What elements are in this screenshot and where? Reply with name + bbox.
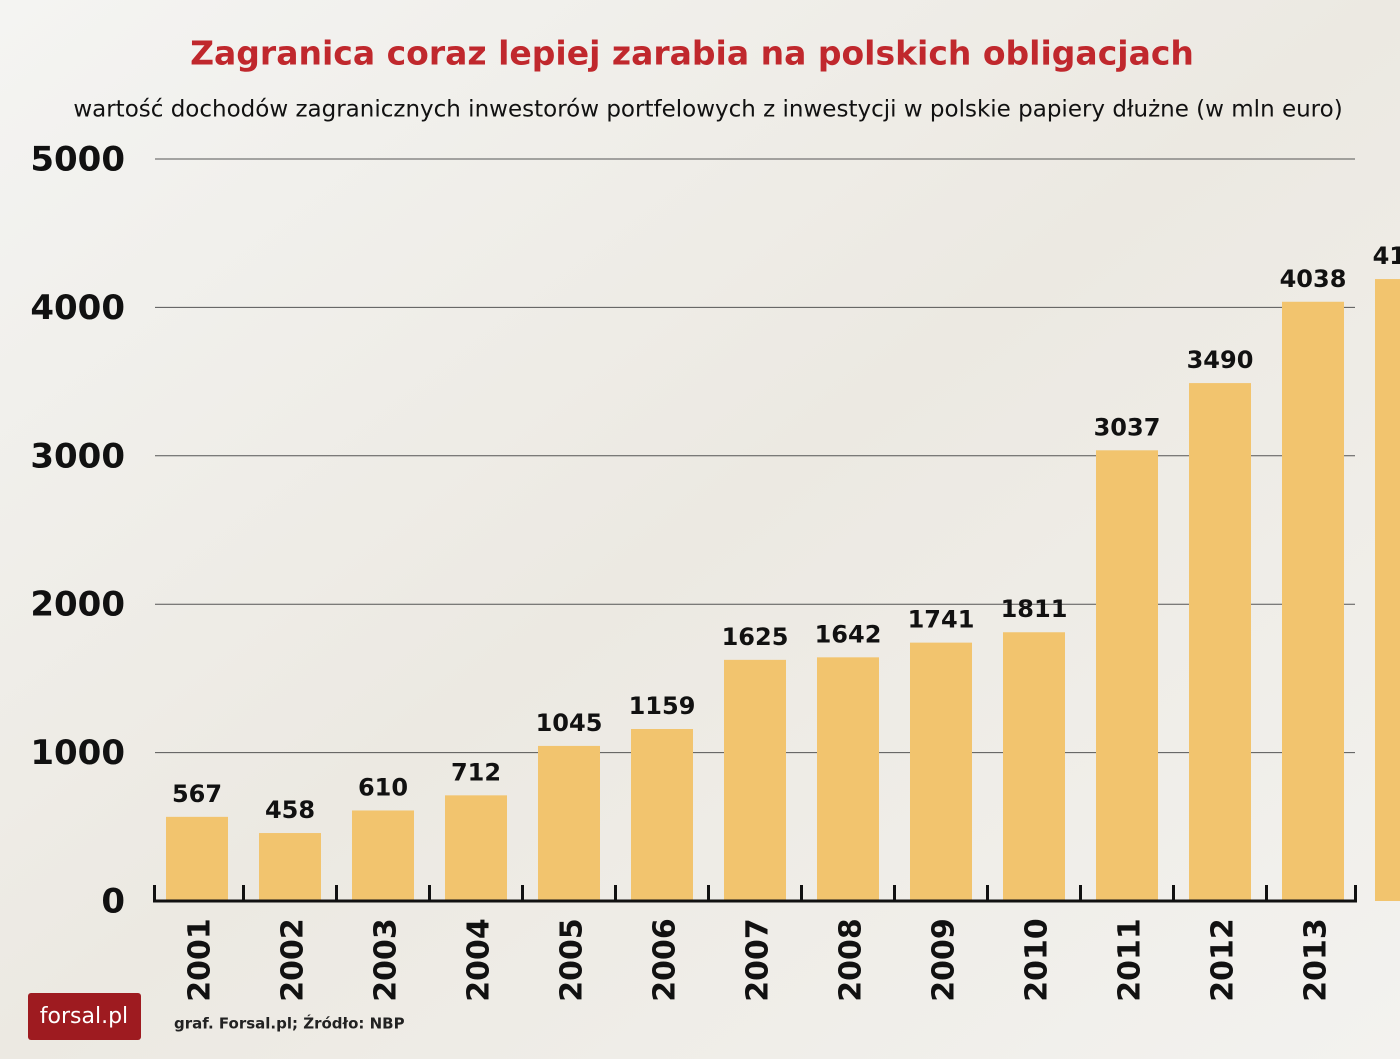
y-tick-label: 0 xyxy=(101,882,125,922)
y-tick-label: 1000 xyxy=(30,733,125,773)
x-tick-label: 2009 xyxy=(927,918,962,1002)
value-label: 712 xyxy=(451,758,501,786)
x-tick-label: 2008 xyxy=(834,918,869,1002)
bar xyxy=(1003,632,1065,901)
y-tick-label: 5000 xyxy=(30,140,125,180)
value-label: 1045 xyxy=(536,709,603,737)
value-label: 1741 xyxy=(908,606,975,634)
chart-title: Zagranica coraz lepiej zarabia na polski… xyxy=(190,34,1194,73)
x-tick-label: 2011 xyxy=(1113,918,1148,1002)
x-tick-label: 2003 xyxy=(369,918,404,1002)
logo: forsal.pl xyxy=(40,1004,128,1029)
x-tick-label: 2004 xyxy=(462,918,497,1002)
value-label: 567 xyxy=(172,780,222,808)
logo-box xyxy=(28,993,141,1040)
x-tick-label: 2002 xyxy=(276,918,311,1002)
bar xyxy=(817,657,879,901)
x-tick-label: 2006 xyxy=(648,918,683,1002)
value-label: 610 xyxy=(358,773,408,801)
bar xyxy=(631,729,693,901)
bar xyxy=(1096,450,1158,901)
value-label: 1625 xyxy=(722,623,789,651)
value-label: 1811 xyxy=(1001,595,1068,623)
bar xyxy=(1189,383,1251,902)
bar xyxy=(1375,279,1400,901)
x-tick-label: 2010 xyxy=(1020,918,1055,1002)
bar xyxy=(259,833,321,901)
bar xyxy=(724,659,786,901)
y-tick-label: 4000 xyxy=(30,288,125,328)
x-tick-label: 2001 xyxy=(183,918,218,1002)
bar xyxy=(352,810,414,901)
y-tick-label: 3000 xyxy=(30,436,125,476)
source: graf. Forsal.pl; Źródło: NBP xyxy=(174,1014,405,1033)
value-label: 3490 xyxy=(1187,346,1254,374)
value-label: 3037 xyxy=(1094,413,1161,441)
value-label: 4038 xyxy=(1280,265,1347,293)
x-tick-label: 2007 xyxy=(741,918,776,1002)
x-tick-label: 2013 xyxy=(1299,918,1334,1002)
value-label: 458 xyxy=(265,796,315,824)
bar xyxy=(1282,301,1344,901)
x-tick-label: 2005 xyxy=(555,918,590,1002)
bar xyxy=(538,745,600,901)
value-label: 4191 xyxy=(1373,242,1400,270)
bar xyxy=(445,795,507,901)
chart-subtitle: wartość dochodów zagranicznych inwestoró… xyxy=(73,97,1342,123)
bar xyxy=(910,642,972,901)
y-tick-label: 2000 xyxy=(30,585,125,625)
x-tick-label: 2012 xyxy=(1206,918,1241,1002)
value-label: 1642 xyxy=(815,620,882,648)
value-label: 1159 xyxy=(629,692,696,720)
bar xyxy=(166,816,228,901)
